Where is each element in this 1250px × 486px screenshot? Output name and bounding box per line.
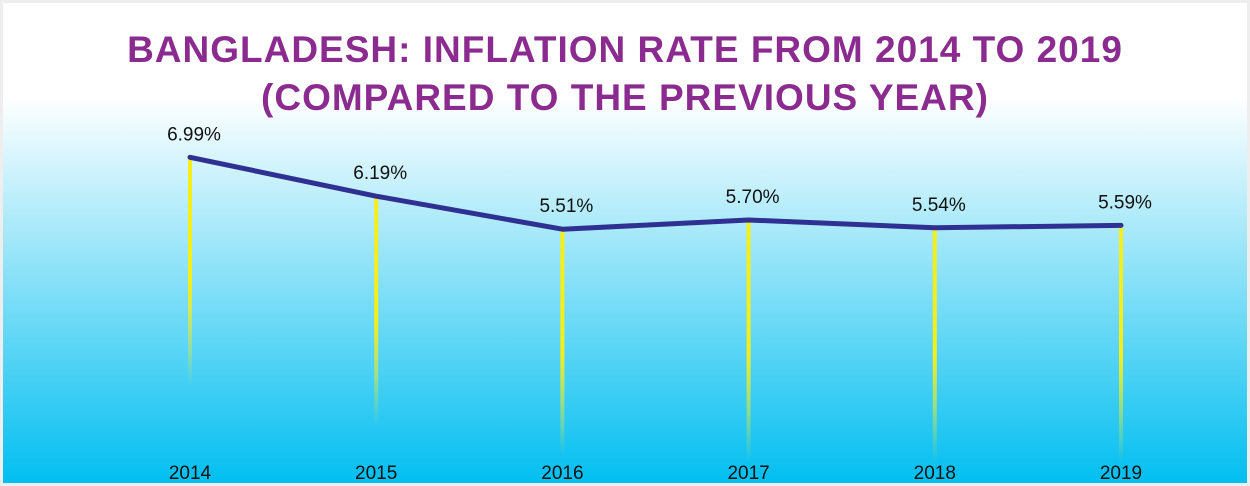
stem [560,229,565,455]
x-tick-label: 2019 [1100,463,1142,484]
chart-title: BANGLADESH: INFLATION RATE FROM 2014 TO … [127,29,1123,70]
x-tick-label: 2016 [541,463,583,484]
value-label: 6.19% [353,163,407,184]
x-tick-label: 2018 [914,463,956,484]
x-tick-label: 2015 [355,463,397,484]
value-label: 5.54% [912,195,966,216]
value-label: 5.51% [539,196,593,217]
value-label: 6.99% [167,124,221,145]
chart-subtitle: (COMPARED TO THE PREVIOUS YEAR) [261,77,989,118]
value-label: 5.70% [726,187,780,208]
stem [1119,225,1123,462]
x-tick-label: 2014 [169,463,212,484]
stem [746,219,751,462]
stem [188,157,192,385]
stem [932,227,937,462]
line [187,154,1124,232]
value-label: 5.59% [1098,192,1152,213]
stem [374,196,379,425]
x-tick-label: 2017 [727,463,769,484]
